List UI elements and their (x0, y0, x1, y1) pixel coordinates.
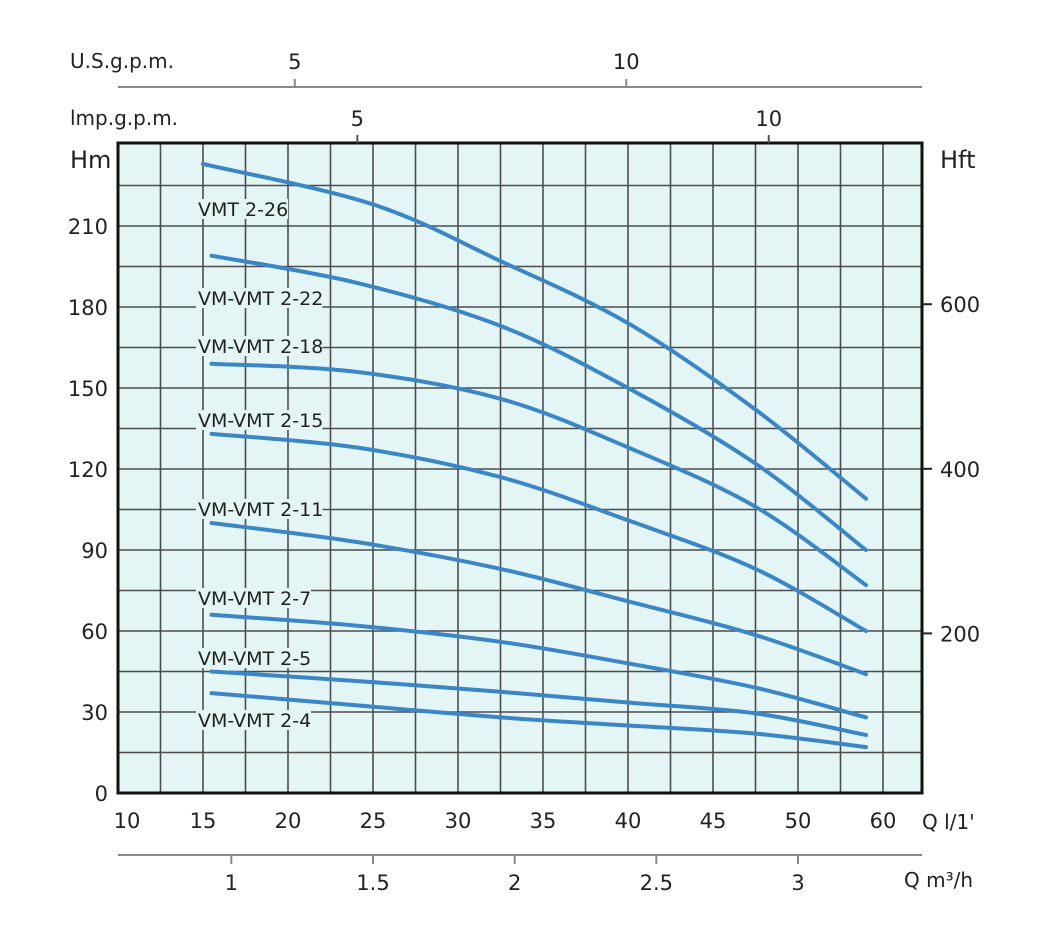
series-label-background (196, 588, 311, 608)
series-curve (209, 521, 868, 677)
x-tick-label: 25 (360, 809, 387, 833)
series-label-background (196, 288, 323, 308)
series-curve (209, 691, 868, 750)
y-tick-label: 30 (81, 701, 108, 725)
y-axis-label: Hm (70, 146, 111, 174)
x-tick-label: 40 (615, 809, 642, 833)
y-tick-label: 120 (68, 458, 108, 482)
series-curve (209, 669, 868, 737)
imp-gpm-tick-label: 5 (351, 107, 364, 131)
m3h-axis-label: Q m³/h (904, 868, 973, 892)
series-label-background (196, 499, 323, 519)
series-label-background (196, 410, 323, 430)
series-label-background (196, 336, 323, 356)
series-curve (201, 161, 868, 501)
series-curve (209, 253, 868, 552)
y-tick-label: 210 (68, 215, 108, 239)
y-tick-label: 90 (81, 539, 108, 563)
us-gpm-tick-label: 5 (288, 50, 301, 74)
us-gpm-axis-label: U.S.g.p.m. (70, 49, 174, 73)
series-label: VM-VMT 2-7 (198, 588, 311, 610)
x-tick-label: 10 (114, 809, 141, 833)
plot-background (118, 143, 922, 793)
series-label: VM-VMT 2-5 (198, 648, 311, 670)
imp-gpm-tick-label: 10 (755, 107, 782, 131)
m3h-tick-label: 2.5 (640, 871, 673, 895)
y-tick-label: 150 (68, 377, 108, 401)
m3h-tick-label: 1.5 (356, 871, 389, 895)
series-label-background (196, 710, 311, 730)
m3h-tick-label: 1 (225, 871, 238, 895)
series-label: VM-VMT 2-15 (198, 410, 323, 432)
x-tick-label: 35 (530, 809, 557, 833)
m3h-tick-label: 3 (791, 871, 804, 895)
x-tick-label: 15 (190, 809, 217, 833)
y-tick-label: 60 (81, 620, 108, 644)
y2-axis-label: Hft (940, 146, 975, 174)
series-label: VMT 2-26 (198, 199, 288, 221)
series-label: VM-VMT 2-22 (198, 288, 323, 310)
m3h-tick-label: 2 (508, 871, 521, 895)
y-tick-label: 180 (68, 296, 108, 320)
imp-gpm-axis-label: lmp.g.p.m. (70, 106, 178, 130)
series-curve (209, 612, 868, 720)
series-curve (209, 431, 868, 633)
x-tick-label: 45 (700, 809, 727, 833)
y-tick-label: 0 (95, 782, 108, 806)
x-tick-label: 30 (445, 809, 472, 833)
series-label-background (196, 199, 288, 219)
hft-tick-label: 400 (940, 458, 980, 482)
x-tick-label: 20 (275, 809, 302, 833)
series-label-background (196, 648, 311, 668)
x-tick-label: 50 (785, 809, 812, 833)
x-tick-label: 60 (870, 809, 897, 833)
series-label: VM-VMT 2-11 (198, 499, 323, 521)
series-label: VM-VMT 2-4 (198, 710, 311, 732)
series-label: VM-VMT 2-18 (198, 336, 323, 358)
x-axis-label: Q l/1' (922, 810, 975, 834)
us-gpm-tick-label: 10 (613, 50, 640, 74)
hft-tick-label: 600 (940, 293, 980, 317)
series-curve (209, 361, 868, 588)
hft-tick-label: 200 (940, 622, 980, 646)
